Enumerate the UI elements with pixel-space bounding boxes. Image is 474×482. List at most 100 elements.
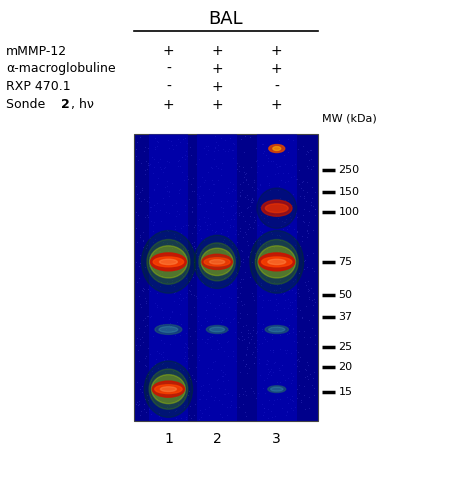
Point bbox=[309, 202, 317, 210]
Point bbox=[289, 161, 296, 169]
Point bbox=[221, 273, 229, 281]
Point bbox=[188, 371, 195, 379]
Point bbox=[293, 386, 301, 393]
Point bbox=[218, 203, 225, 211]
Point bbox=[291, 225, 298, 233]
Point bbox=[295, 367, 302, 375]
Point bbox=[179, 271, 186, 279]
Point bbox=[294, 285, 301, 293]
Point bbox=[195, 215, 203, 223]
Point bbox=[181, 393, 188, 401]
Point bbox=[222, 246, 229, 254]
Point bbox=[169, 201, 176, 209]
Point bbox=[277, 202, 284, 210]
Point bbox=[303, 264, 310, 271]
Point bbox=[234, 318, 241, 326]
Point bbox=[303, 251, 311, 259]
Point bbox=[240, 300, 248, 308]
Point bbox=[275, 183, 283, 190]
Point bbox=[234, 230, 241, 238]
Point bbox=[273, 378, 281, 386]
Point bbox=[182, 207, 189, 214]
Text: +: + bbox=[211, 44, 223, 58]
Point bbox=[218, 229, 225, 237]
Point bbox=[136, 397, 143, 405]
Point bbox=[206, 220, 214, 228]
Point bbox=[220, 218, 228, 226]
Point bbox=[196, 269, 204, 277]
Point bbox=[263, 356, 271, 363]
Point bbox=[222, 314, 229, 321]
Point bbox=[220, 390, 228, 398]
Point bbox=[301, 256, 309, 264]
Point bbox=[162, 208, 170, 215]
Point bbox=[166, 320, 174, 327]
Point bbox=[254, 222, 262, 229]
Point bbox=[217, 318, 225, 326]
Point bbox=[180, 366, 187, 374]
Text: -: - bbox=[166, 62, 171, 76]
Point bbox=[214, 246, 222, 254]
Point bbox=[268, 248, 275, 256]
Point bbox=[143, 391, 151, 399]
Point bbox=[289, 277, 297, 285]
Point bbox=[226, 134, 234, 142]
Point bbox=[276, 162, 284, 170]
Point bbox=[273, 326, 280, 334]
Point bbox=[165, 158, 173, 166]
Point bbox=[269, 346, 276, 354]
Point bbox=[287, 244, 295, 252]
Point bbox=[236, 162, 243, 170]
Point bbox=[243, 345, 251, 352]
Point bbox=[199, 409, 206, 417]
Point bbox=[292, 235, 299, 243]
Point bbox=[249, 292, 257, 300]
Point bbox=[181, 403, 188, 411]
Point bbox=[133, 258, 140, 266]
Point bbox=[292, 210, 300, 217]
Point bbox=[168, 141, 176, 149]
Point bbox=[221, 386, 228, 393]
Point bbox=[311, 211, 319, 219]
Point bbox=[165, 210, 173, 217]
Point bbox=[146, 405, 153, 413]
Point bbox=[204, 214, 211, 222]
Point bbox=[237, 227, 244, 235]
Point bbox=[249, 239, 256, 247]
Point bbox=[241, 408, 248, 416]
Point bbox=[273, 251, 281, 259]
Point bbox=[228, 215, 235, 223]
Point bbox=[299, 314, 306, 322]
Point bbox=[283, 242, 291, 250]
Point bbox=[232, 226, 240, 234]
Point bbox=[277, 176, 284, 184]
Ellipse shape bbox=[255, 240, 298, 284]
Point bbox=[151, 155, 158, 163]
Point bbox=[223, 216, 230, 224]
Point bbox=[158, 306, 166, 313]
Point bbox=[308, 155, 315, 163]
Point bbox=[142, 263, 149, 270]
Point bbox=[202, 259, 210, 267]
Point bbox=[309, 311, 317, 319]
Point bbox=[182, 413, 190, 420]
Point bbox=[180, 375, 188, 382]
Text: +: + bbox=[211, 80, 223, 94]
Point bbox=[284, 225, 292, 233]
Point bbox=[269, 348, 277, 356]
Ellipse shape bbox=[159, 326, 178, 333]
Point bbox=[184, 391, 192, 399]
Ellipse shape bbox=[149, 369, 188, 409]
Point bbox=[269, 368, 277, 375]
Point bbox=[200, 381, 207, 389]
Point bbox=[286, 213, 293, 220]
Point bbox=[269, 157, 276, 164]
Point bbox=[276, 332, 284, 339]
Point bbox=[233, 294, 241, 301]
Point bbox=[251, 255, 259, 263]
Point bbox=[194, 354, 201, 362]
Point bbox=[236, 180, 244, 188]
Point bbox=[144, 344, 152, 351]
Point bbox=[188, 351, 196, 359]
Point bbox=[236, 289, 244, 296]
